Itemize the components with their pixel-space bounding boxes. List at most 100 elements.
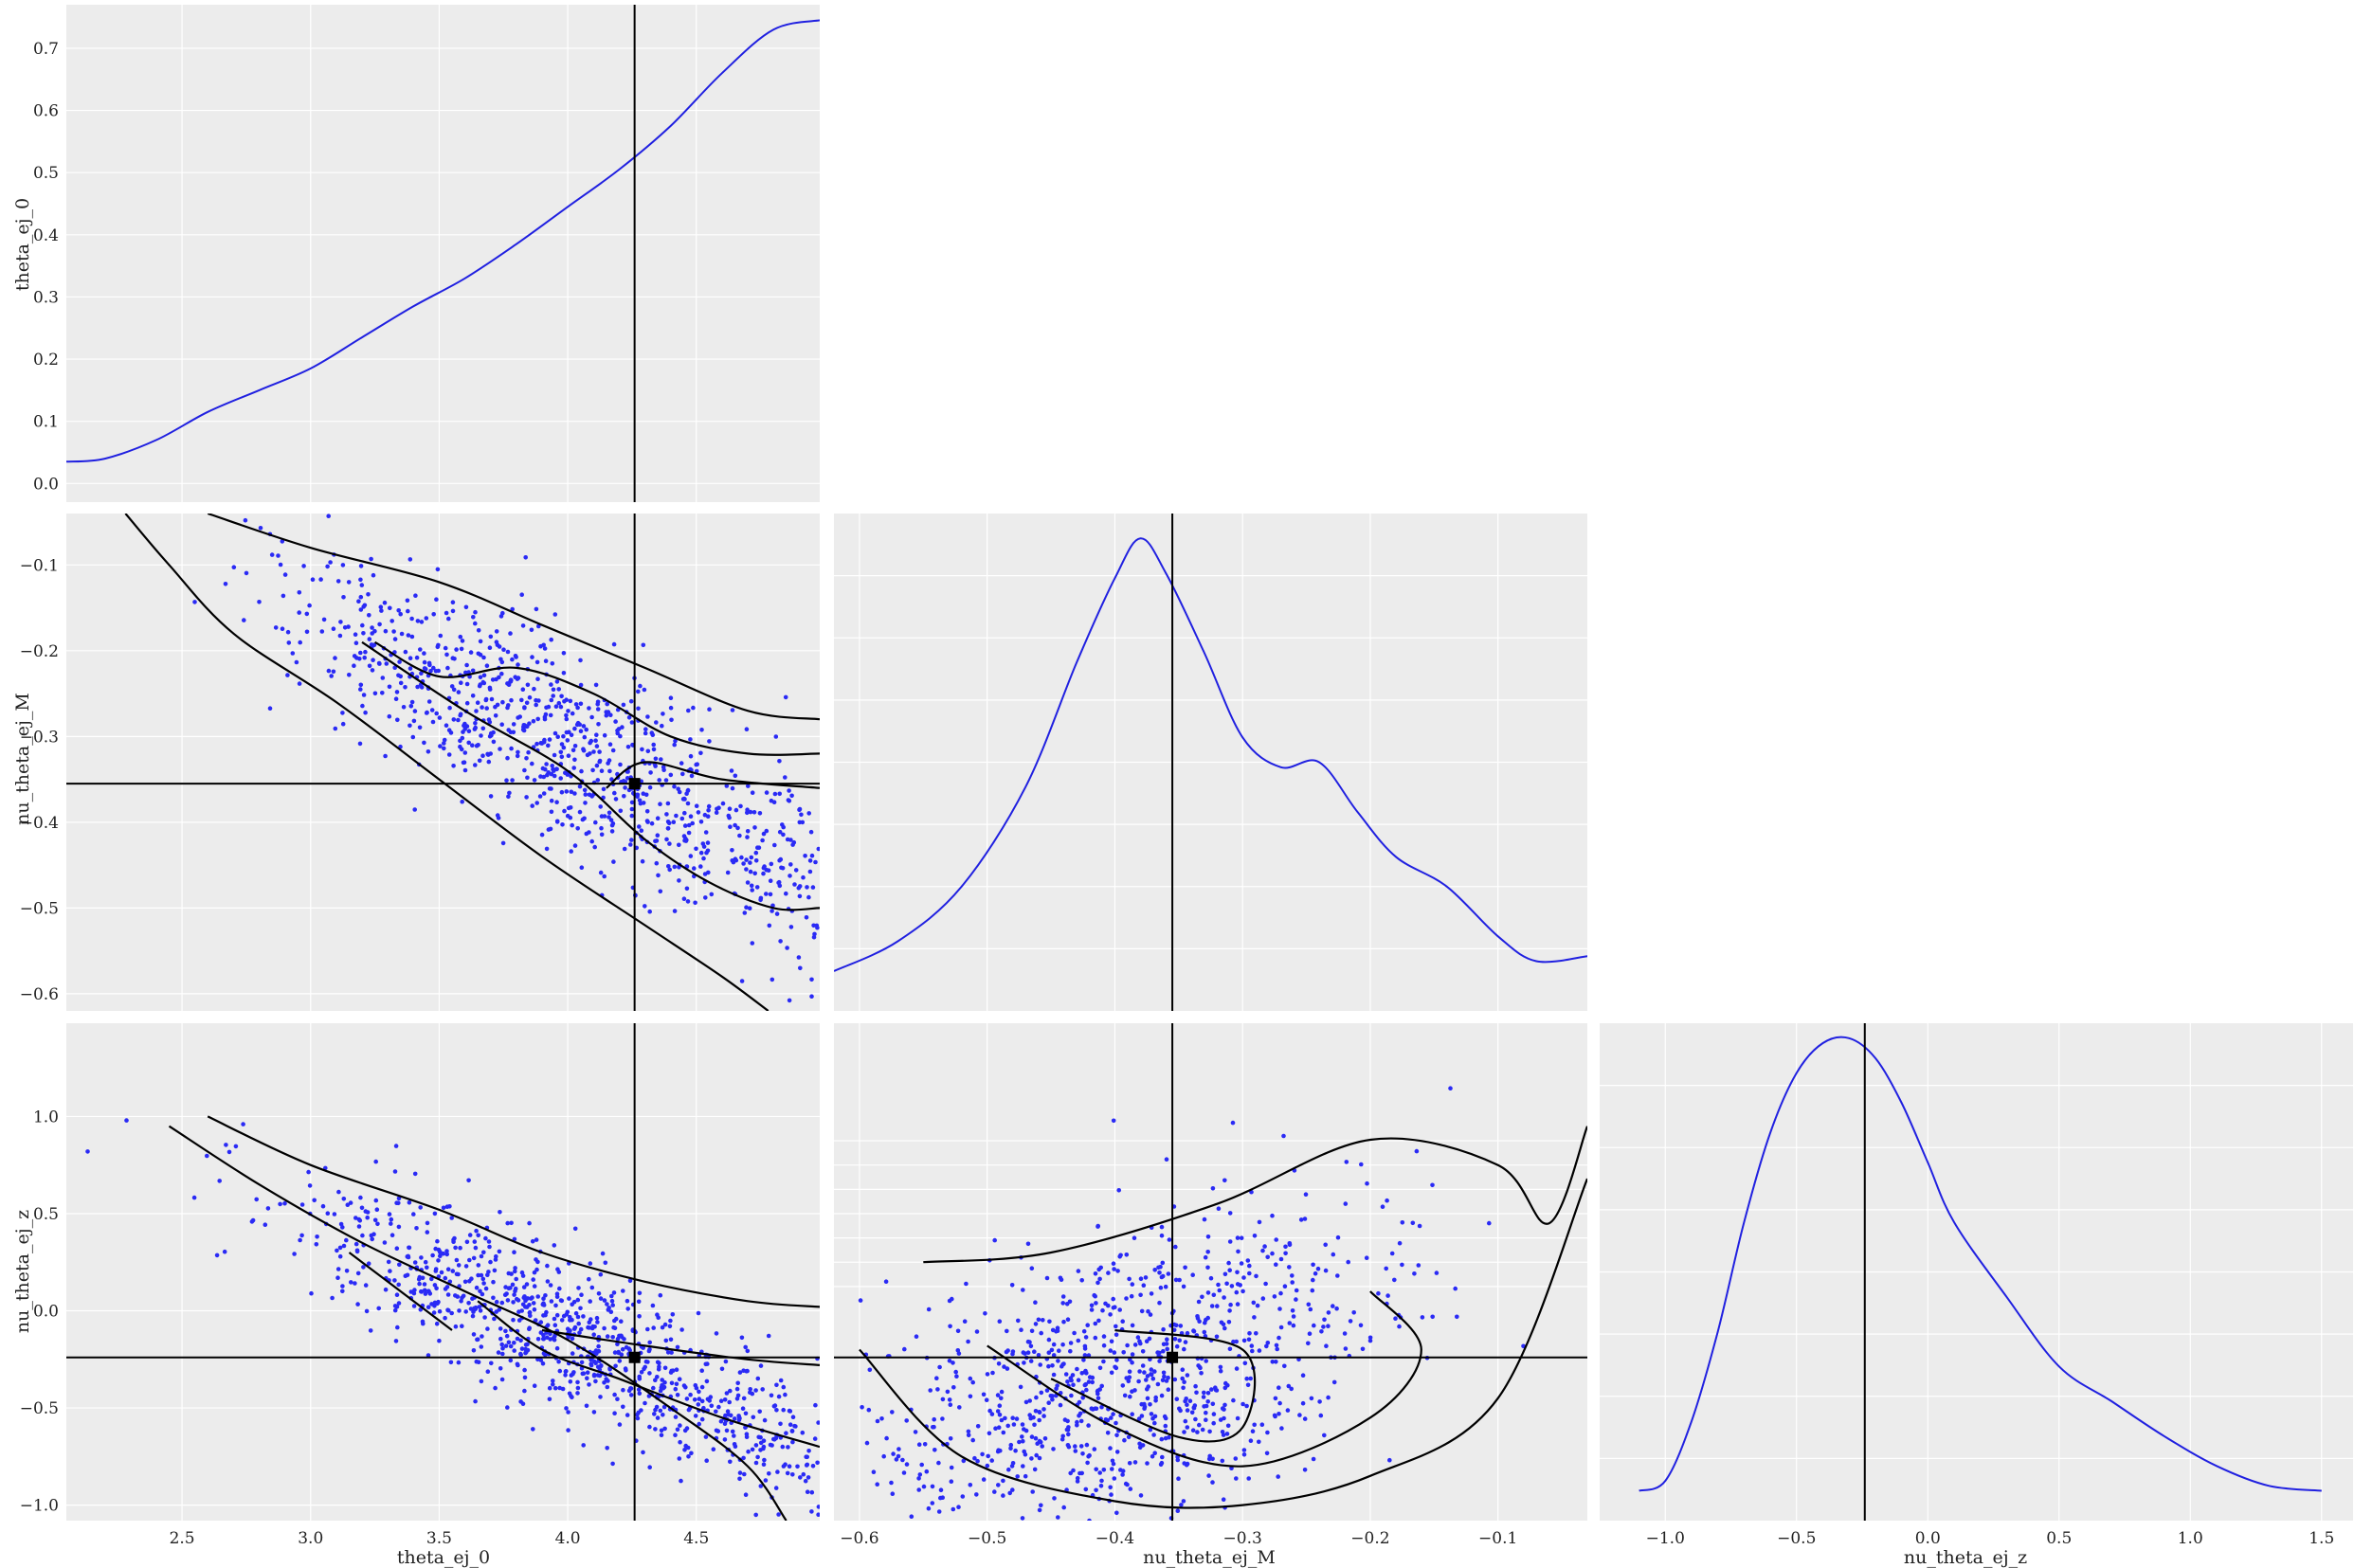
scatter-point (620, 725, 625, 730)
scatter-point (473, 721, 478, 726)
scatter-point (737, 833, 742, 838)
scatter-point (474, 1228, 479, 1234)
scatter-point (510, 1282, 516, 1288)
scatter-point (1109, 1415, 1114, 1420)
scatter-point (392, 665, 398, 670)
scatter-point (1058, 1402, 1063, 1408)
scatter-point (622, 794, 626, 799)
scatter-point (438, 744, 443, 748)
scatter-point (1061, 1319, 1066, 1325)
scatter-point (347, 673, 352, 677)
scatter-point (1250, 1429, 1256, 1433)
scatter-point (889, 1480, 894, 1486)
scatter-point (388, 1269, 392, 1273)
scatter-point (1279, 1426, 1284, 1431)
scatter-point (407, 723, 412, 729)
scatter-point (367, 613, 371, 618)
scatter-point (393, 1144, 399, 1148)
scatter-point (1149, 1367, 1154, 1372)
scatter-point (1032, 1467, 1038, 1472)
scatter-point (497, 675, 501, 680)
scatter-point (813, 1402, 818, 1408)
scatter-point (684, 886, 690, 892)
scatter-point (450, 600, 456, 604)
scatter-point (435, 1238, 440, 1244)
scatter-point (451, 717, 457, 722)
scatter-point (1239, 1261, 1244, 1266)
scatter-point (1298, 1217, 1304, 1222)
scatter-point (1182, 1379, 1186, 1384)
scatter-point (546, 827, 552, 832)
scatter-point (1127, 1276, 1132, 1282)
x-tick-label: 4.0 (555, 1529, 581, 1548)
scatter-point (688, 737, 693, 742)
scatter-point (480, 726, 486, 731)
scatter-point (382, 1240, 388, 1245)
scatter-point (1247, 1331, 1252, 1336)
scatter-point (1197, 1422, 1202, 1428)
scatter-point (314, 1242, 319, 1247)
scatter-point (559, 694, 564, 699)
scatter-point (1264, 1343, 1269, 1349)
scatter-point (628, 698, 634, 704)
scatter-point (804, 1454, 808, 1459)
scatter-point (637, 1377, 643, 1381)
scatter-point (932, 1416, 936, 1422)
scatter-point (504, 1291, 509, 1296)
scatter-point (624, 1344, 629, 1350)
scatter-point (570, 748, 576, 753)
scatter-point (506, 1340, 512, 1345)
scatter-point (659, 1428, 664, 1433)
scatter-point (537, 794, 543, 799)
scatter-point (1210, 1186, 1216, 1191)
scatter-point (673, 1386, 679, 1392)
scatter-point (1323, 1242, 1328, 1248)
scatter-point (669, 1380, 675, 1386)
scatter-point (354, 656, 359, 660)
scatter-point (1007, 1490, 1012, 1496)
scatter-point (353, 1281, 357, 1286)
scatter-point (1145, 1374, 1150, 1379)
scatter-point (645, 714, 650, 719)
scatter-point (1252, 1234, 1258, 1238)
scatter-point (866, 1407, 872, 1413)
scatter-point (1001, 1430, 1006, 1435)
scatter-point (659, 1433, 664, 1437)
scatter-point (545, 1263, 550, 1269)
scatter-point (214, 1253, 220, 1258)
scatter-point (425, 1220, 430, 1226)
scatter-point (1097, 1276, 1102, 1282)
scatter-point (679, 1478, 683, 1484)
scatter-point (758, 1434, 763, 1440)
scatter-point (662, 1379, 667, 1385)
scatter-point (811, 934, 817, 940)
scatter-point (694, 1385, 699, 1391)
scatter-point (780, 1444, 786, 1450)
scatter-point (542, 737, 547, 743)
scatter-point (1283, 1244, 1288, 1250)
scatter-point (493, 713, 498, 718)
scatter-point (730, 708, 735, 712)
scatter-point (406, 608, 410, 614)
scatter-point (340, 721, 346, 727)
scatter-point (500, 840, 506, 846)
scatter-point (788, 1409, 793, 1414)
scatter-point (1185, 1425, 1190, 1430)
scatter-point (596, 722, 601, 727)
scatter-point (1241, 1448, 1247, 1452)
scatter-point (1322, 1433, 1327, 1438)
scatter-point (566, 805, 571, 811)
scatter-point (1190, 1272, 1195, 1277)
scatter-point (1132, 1460, 1138, 1465)
y-tick-label: 0.7 (33, 40, 59, 59)
scatter-point (570, 1336, 575, 1342)
scatter-point (1034, 1452, 1039, 1458)
scatter-point (474, 709, 479, 713)
scatter-point (521, 1295, 527, 1300)
scatter-point (562, 808, 567, 814)
scatter-point (1210, 1401, 1216, 1407)
scatter-point (1071, 1382, 1076, 1387)
scatter-point (474, 1285, 480, 1290)
scatter-point (617, 1359, 623, 1363)
scatter-point (996, 1448, 1001, 1452)
